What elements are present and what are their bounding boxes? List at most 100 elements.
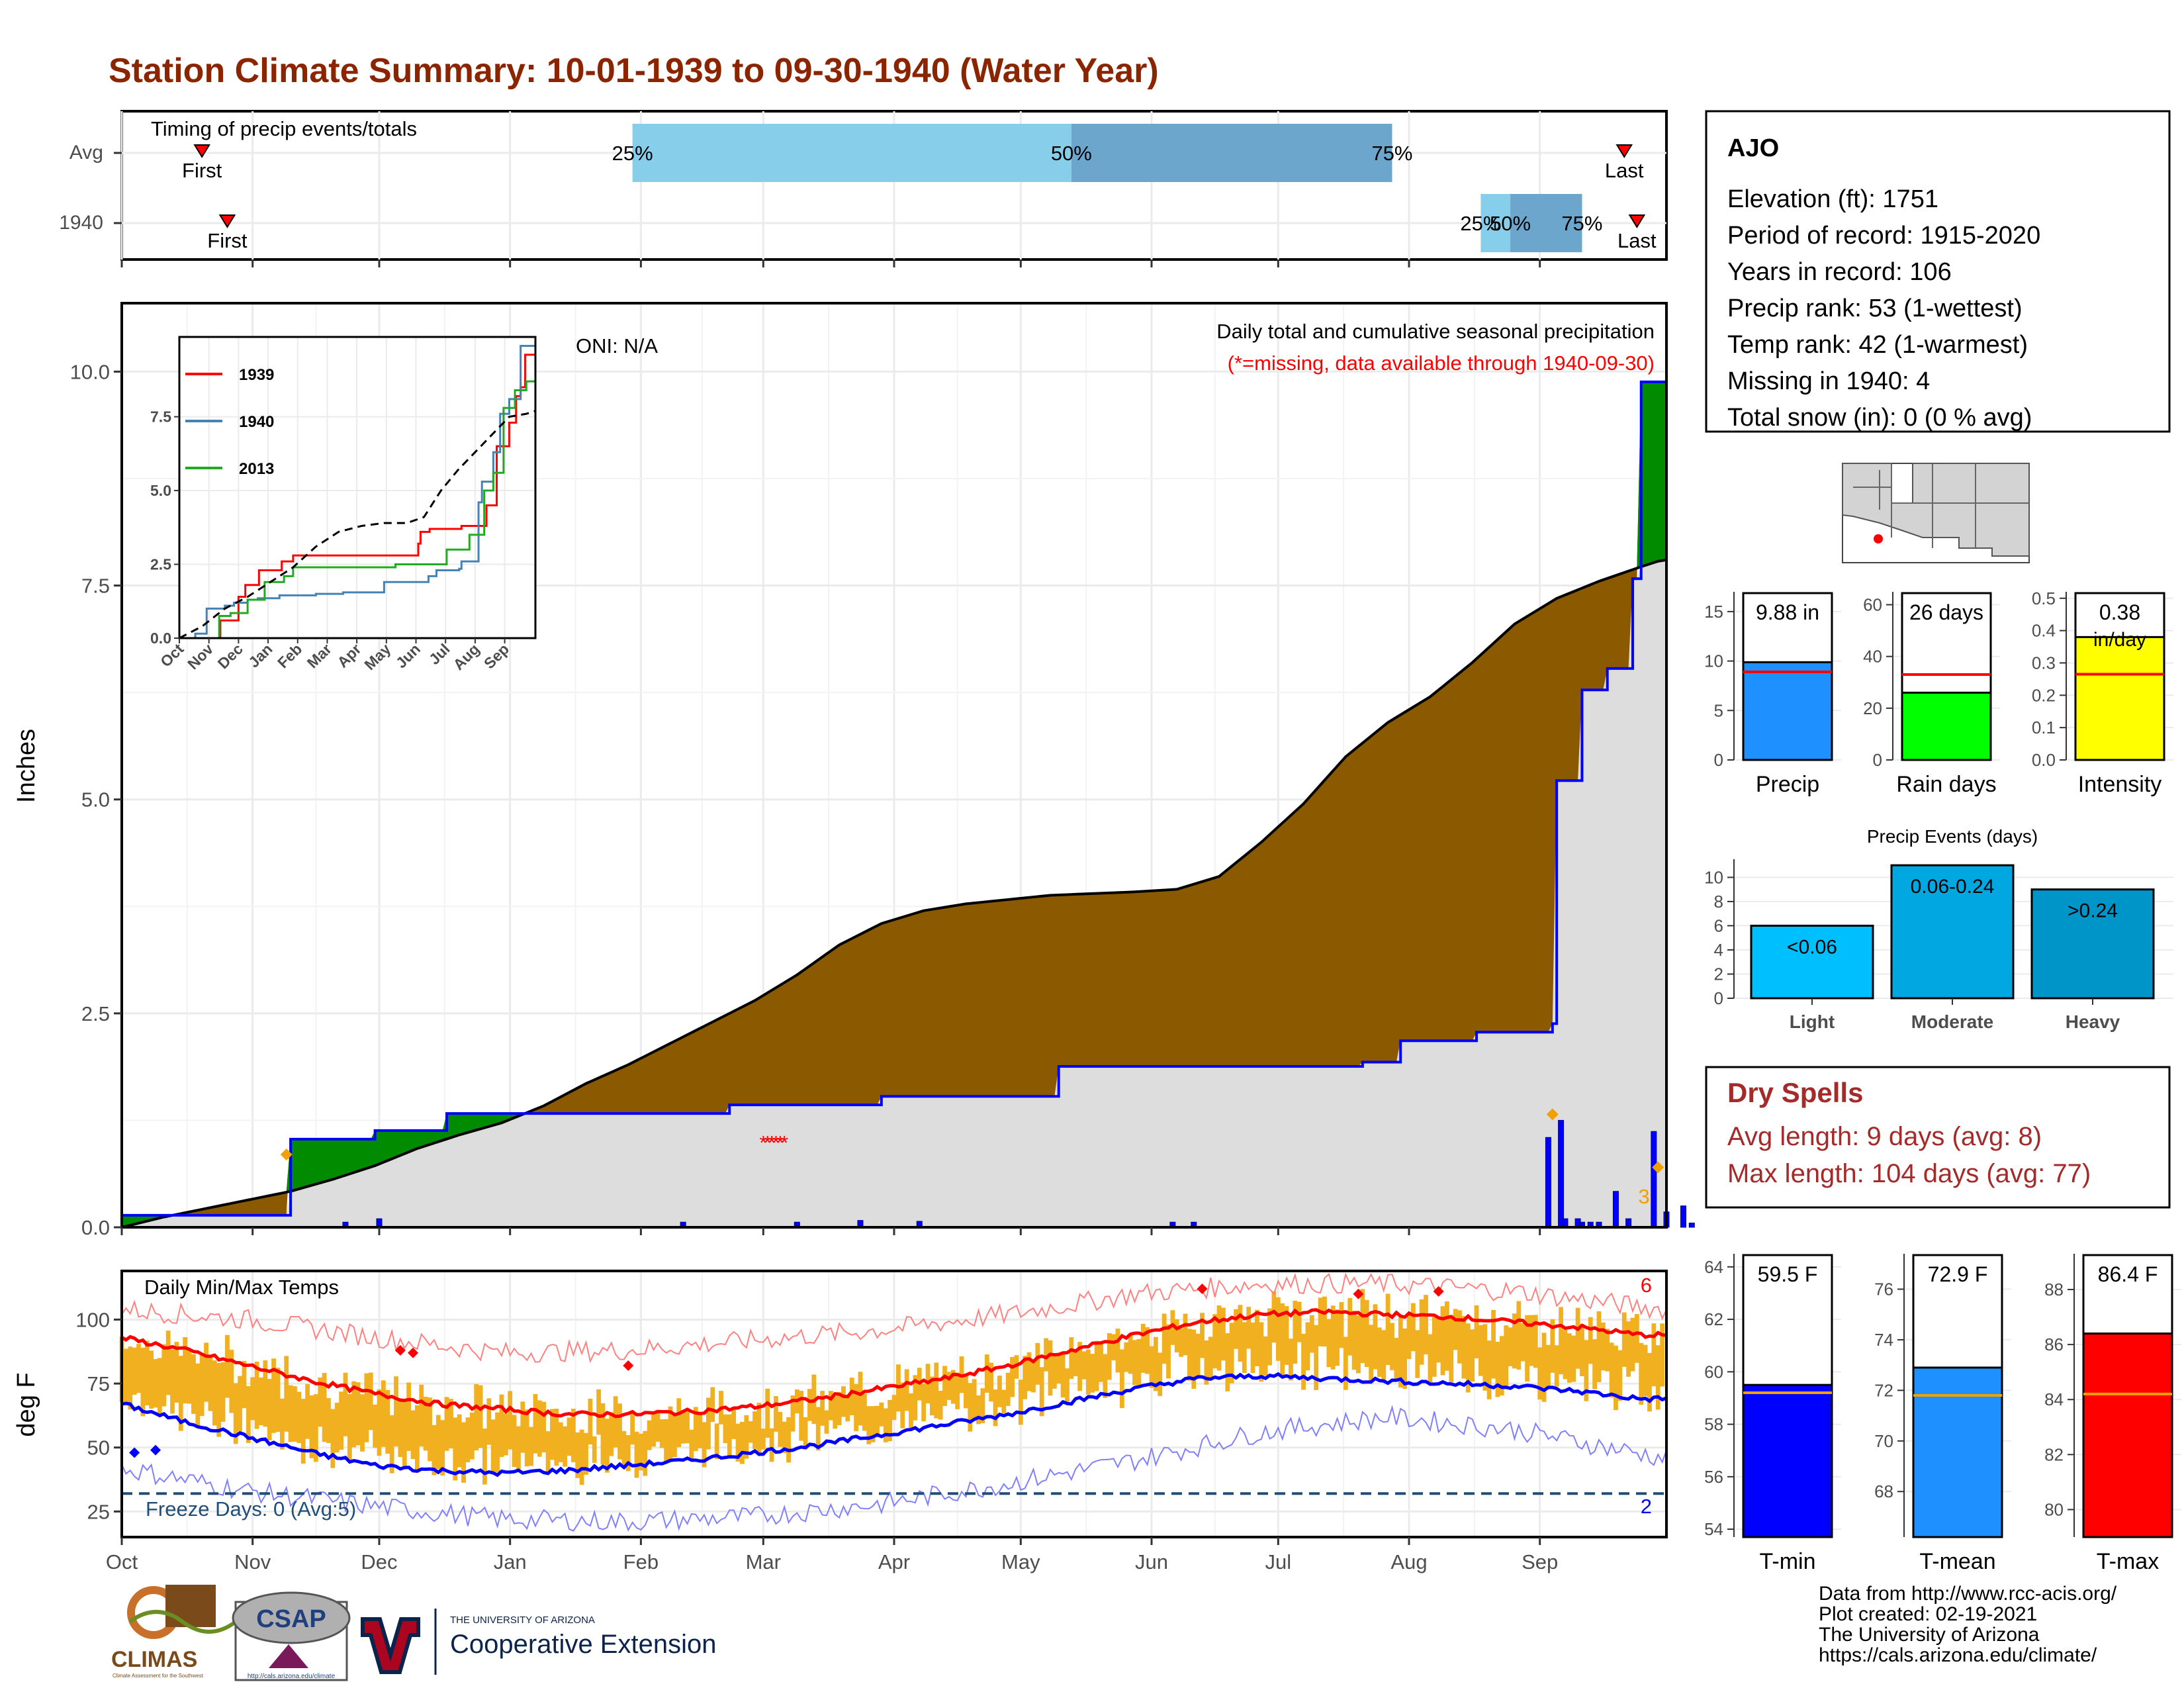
precip-event-bar-label: >0.24 <box>2068 900 2118 922</box>
mini-y-tick-label: 60 <box>1863 595 1882 615</box>
dry-spells-box: Dry Spells Avg length: 9 days (avg: 8) M… <box>1705 1066 2171 1209</box>
mini-value-bar <box>2082 1333 2173 1538</box>
daily-temp-bar <box>149 1350 154 1409</box>
precip-y-axis: 0.0 2.5 5.0 7.5 10.0 <box>70 360 1541 1239</box>
daily-temp-bar <box>1525 1315 1529 1382</box>
daily-temp-bar <box>558 1422 563 1462</box>
daily-temp-bar <box>174 1342 179 1403</box>
mini-value-bar <box>1912 1366 2003 1538</box>
daily-temp-bar <box>1470 1329 1475 1382</box>
daily-temp-bar <box>875 1405 880 1438</box>
daily-temp-bar <box>503 1414 508 1456</box>
mini-y-tick-label: 40 <box>1863 647 1882 667</box>
month-x-tick-label: May <box>1001 1550 1040 1573</box>
daily-temp-bar <box>318 1377 323 1427</box>
daily-temp-bar <box>465 1417 471 1463</box>
daily-temp-bar <box>942 1366 947 1406</box>
daily-temp-bar <box>1208 1336 1213 1378</box>
timing-bar-first-half <box>632 124 1071 182</box>
mini-chart-tmin: 54 56 58 60 62 64 59.5 F T-min <box>1704 1254 1841 1574</box>
daily-temp-bar <box>457 1414 462 1468</box>
temp-record-marks <box>129 1284 1444 1458</box>
mini-y-tick-label: 60 <box>1704 1362 1723 1382</box>
record-high-mark <box>623 1360 634 1372</box>
daily-temp-bar <box>132 1347 137 1395</box>
precip-y-tick-label: 5.0 <box>81 788 110 812</box>
precip-event-bar-label: <0.06 <box>1787 936 1837 958</box>
daily-temp-bar <box>250 1377 255 1421</box>
daily-temp-bar <box>1410 1303 1416 1352</box>
mini-y-tick-label: 0.3 <box>2032 653 2056 673</box>
locator-map <box>1842 463 2030 563</box>
daily-temp-bar <box>157 1358 162 1415</box>
mini-y-tick-label: 88 <box>2044 1280 2064 1299</box>
cold-count: 2 <box>1641 1495 1652 1518</box>
daily-temp-bar <box>153 1359 158 1408</box>
timing-bar-second-half <box>1510 194 1582 252</box>
daily-temp-bar <box>1031 1360 1036 1393</box>
daily-temp-bar <box>1402 1328 1408 1389</box>
daily-temp-bar <box>570 1409 576 1462</box>
dry-spells-max: Max length: 104 days (avg: 77) <box>1727 1159 2091 1188</box>
daily-temp-bar <box>419 1384 424 1447</box>
precip-y-label: Inches <box>13 729 40 803</box>
daily-temp-bar <box>229 1350 234 1413</box>
precip-chart-subtitle: (*=missing, data available through 1940-… <box>1228 352 1655 375</box>
daily-temp-bar <box>1516 1301 1522 1370</box>
daily-temp-bar <box>1145 1327 1150 1374</box>
daily-temp-bar <box>444 1397 449 1451</box>
mini-y-tick-label: 0.5 <box>2032 588 2056 608</box>
first-event-label: First <box>182 159 222 182</box>
mini-value-bar <box>1742 661 1833 761</box>
mini-y-tick-label: 76 <box>1874 1280 1893 1299</box>
temp-y-tick-label: 50 <box>87 1436 110 1460</box>
daily-temp-bar <box>242 1360 247 1409</box>
mini-y-tick-label: 84 <box>2044 1389 2064 1409</box>
month-x-tick-label: Sep <box>1522 1550 1558 1573</box>
daily-temp-bar <box>659 1419 664 1448</box>
daily-temp-bar <box>1491 1309 1496 1379</box>
daily-temp-bar <box>1060 1354 1066 1398</box>
daily-temp-bar <box>1457 1310 1462 1364</box>
precip-marks: ****** <box>280 1108 1664 1174</box>
daily-temp-bar <box>1056 1354 1062 1384</box>
month-x-axis: Oct Nov Dec Jan Feb Mar Apr May Jun Jul Aug Sep <box>106 1537 1558 1573</box>
daily-temp-bar <box>1533 1315 1538 1368</box>
ua-big-text: Cooperative Extension <box>450 1630 716 1659</box>
daily-temp-bar <box>1010 1356 1015 1397</box>
temp-daily-bars <box>119 1289 1665 1485</box>
mini-value-bar <box>1742 1383 1833 1538</box>
first-event-marker <box>193 144 210 158</box>
missing-data-mark: * <box>768 1133 776 1154</box>
daily-temp-bar <box>435 1415 441 1470</box>
daily-temp-bar <box>1339 1302 1344 1348</box>
daily-temp-bar <box>976 1395 981 1425</box>
daily-temp-bar <box>1592 1339 1597 1389</box>
daily-temp-bar <box>685 1411 690 1444</box>
mini-y-tick-label: 74 <box>1874 1330 1893 1350</box>
daily-temp-bar <box>731 1408 737 1439</box>
inset-line-average <box>179 410 536 639</box>
footer-data-source: Data from http://www.rcc-acis.org/ <box>1819 1583 2117 1605</box>
daily-temp-bar <box>355 1382 361 1446</box>
temp-y-tick-label: 100 <box>75 1308 110 1331</box>
daily-temp-bar <box>997 1376 1002 1407</box>
daily-temp-bar <box>428 1397 432 1462</box>
station-snow: Total snow (in): 0 (0 % avg) <box>1727 404 2032 432</box>
daily-temp-bar <box>913 1375 918 1421</box>
mini-category-label: T-max <box>2097 1549 2159 1574</box>
daily-precip-bar <box>1612 1191 1619 1228</box>
first-event-label: First <box>207 229 248 252</box>
mini-y-tick-label: 0 <box>1714 750 1723 770</box>
temp-lines <box>120 1272 1667 1532</box>
month-x-tick-label: Jan <box>494 1550 527 1573</box>
daily-temp-bar <box>1183 1313 1188 1356</box>
daily-temp-bar <box>904 1369 909 1411</box>
dry-spells-title: Dry Spells <box>1727 1077 1863 1108</box>
daily-temp-bar <box>887 1399 893 1442</box>
dry-spells-frame <box>1705 1066 2171 1209</box>
daily-temp-bar <box>1314 1325 1319 1390</box>
daily-temp-bar <box>545 1431 551 1474</box>
daily-temp-bar <box>1373 1304 1378 1370</box>
daily-temp-bar <box>596 1389 602 1435</box>
